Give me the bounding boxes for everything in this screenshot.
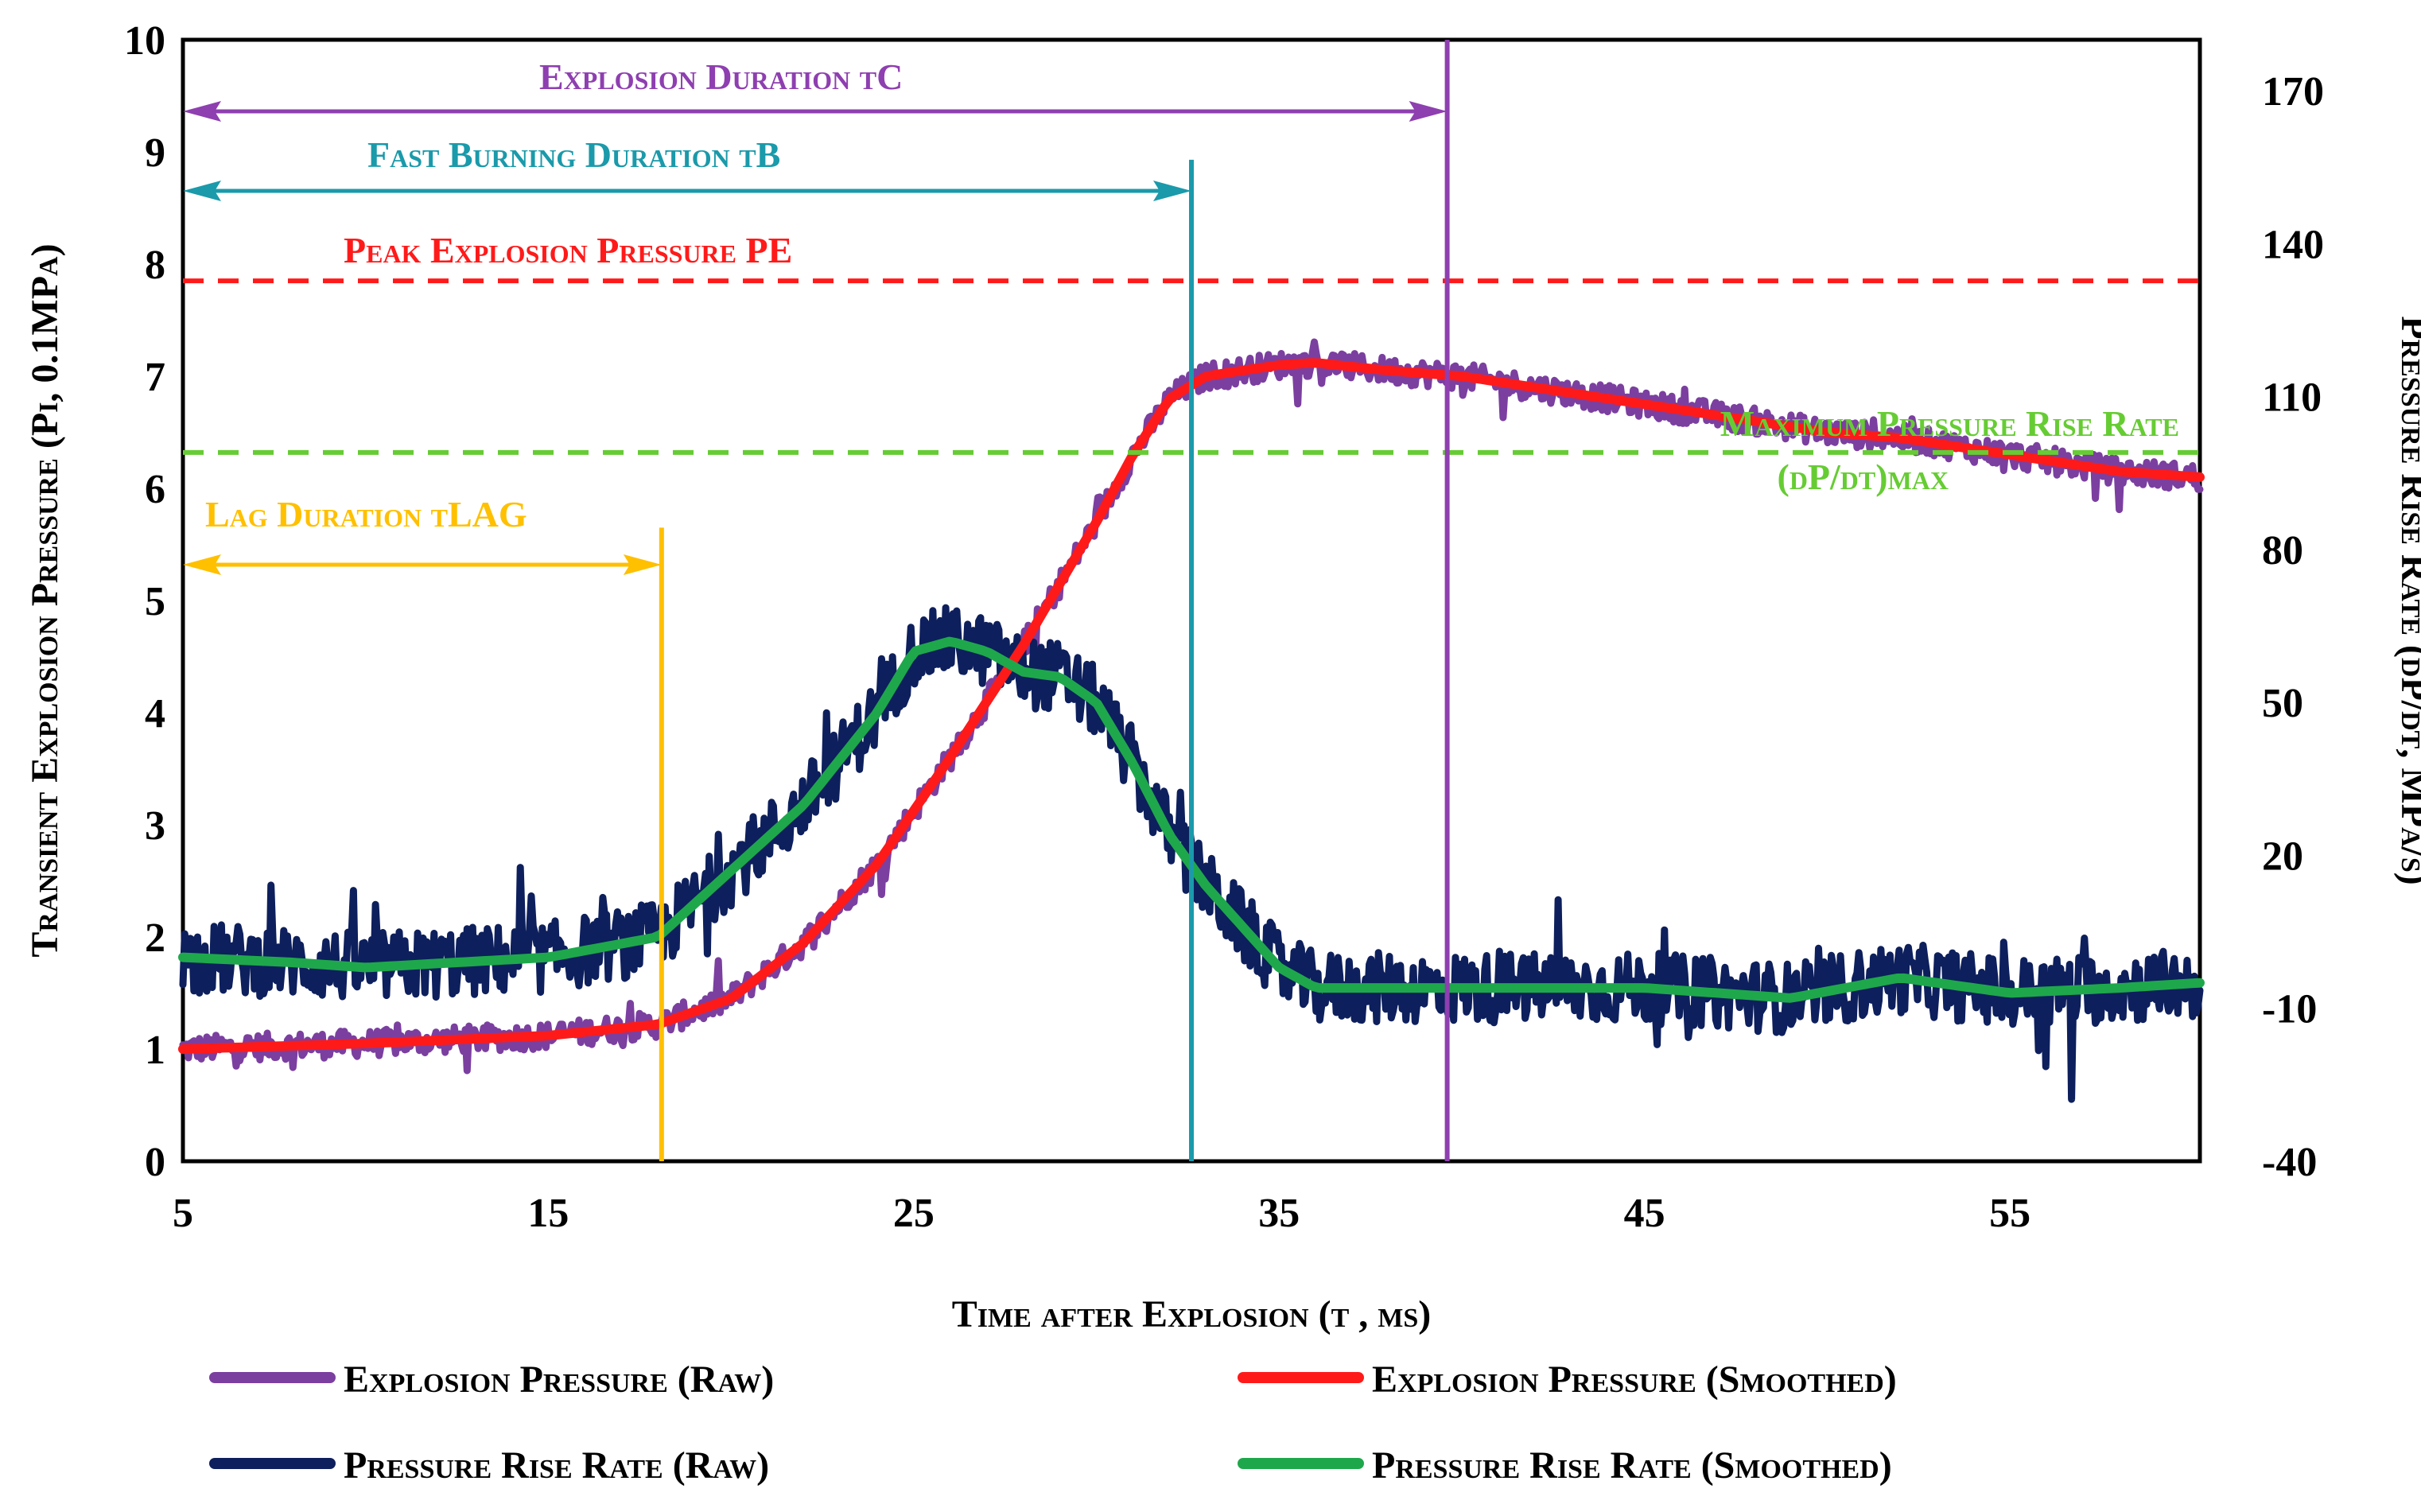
y-tick-label-left: 3 (145, 803, 165, 849)
y-tick-label-left: 6 (145, 467, 165, 512)
x-tick-label: 5 (173, 1191, 193, 1236)
y-tick-label-right: 140 (2262, 222, 2324, 267)
y-axis-title-left: Transient Explosion Pressure (Pi, 0.1MPa… (24, 243, 66, 957)
y-tick-label-right: 110 (2262, 375, 2322, 421)
y-tick-label-left: 7 (145, 355, 165, 400)
x-axis-title: Time after Explosion (t , ms) (952, 1293, 1432, 1335)
y-tick-label-left: 8 (145, 243, 165, 288)
y-tick-label-right: -10 (2262, 987, 2317, 1032)
x-tick-label: 15 (527, 1191, 569, 1236)
annotation-peak-pressure: Peak Explosion Pressure PE (344, 230, 792, 270)
y-tick-label-left: 5 (145, 579, 165, 624)
y-tick-label-left: 9 (145, 130, 165, 176)
y-tick-label-right: 170 (2262, 69, 2324, 115)
annotation-fast-burning-duration: Fast Burning Duration tB (367, 134, 780, 175)
y-tick-label-right: 50 (2262, 681, 2303, 726)
reference-lines-layer (183, 40, 2200, 1161)
y-tick-label-right: 20 (2262, 834, 2303, 879)
x-tick-label: 35 (1258, 1191, 1300, 1236)
x-tick-label: 55 (1989, 1191, 2030, 1236)
legend-label-pressure-rise-rate-smoothed: Pressure Rise Rate (Smoothed) (1372, 1444, 1892, 1487)
annotation-lag-duration: Lag Duration tLAG (205, 494, 527, 534)
y-tick-label-left: 10 (124, 18, 165, 64)
y-axis-title-right: Pressure Rise Rate (dP/dt, MPa/s) (2393, 316, 2421, 885)
y-tick-label-left: 1 (145, 1028, 165, 1073)
y-tick-label-left: 4 (145, 691, 165, 737)
arrow-explosion-duration (183, 101, 1448, 122)
annotation-max-rise-rate: Maximum Pressure Rise Rate (1720, 403, 2179, 444)
y-tick-label-right: -40 (2262, 1140, 2317, 1185)
legend: Explosion Pressure (Raw) Explosion Press… (209, 1358, 1897, 1487)
y-tick-label-left: 2 (145, 915, 165, 961)
annotation-max-rise-rate-symbol: (dP/dt)max (1778, 457, 1949, 497)
x-tick-label: 45 (1624, 1191, 1665, 1236)
legend-label-explosion-pressure-smoothed: Explosion Pressure (Smoothed) (1372, 1358, 1897, 1401)
legend-label-explosion-pressure-raw: Explosion Pressure (Raw) (344, 1358, 774, 1401)
annotation-explosion-duration: Explosion Duration tC (539, 56, 903, 97)
y-tick-label-right: 80 (2262, 528, 2303, 573)
y-tick-label-left: 0 (145, 1140, 165, 1185)
x-tick-label: 25 (893, 1191, 935, 1236)
arrow-lag-duration (183, 554, 662, 575)
arrow-fast-burning-duration (183, 181, 1191, 201)
legend-label-pressure-rise-rate-raw: Pressure Rise Rate (Raw) (344, 1444, 769, 1487)
duration-arrows-layer (183, 101, 1448, 575)
